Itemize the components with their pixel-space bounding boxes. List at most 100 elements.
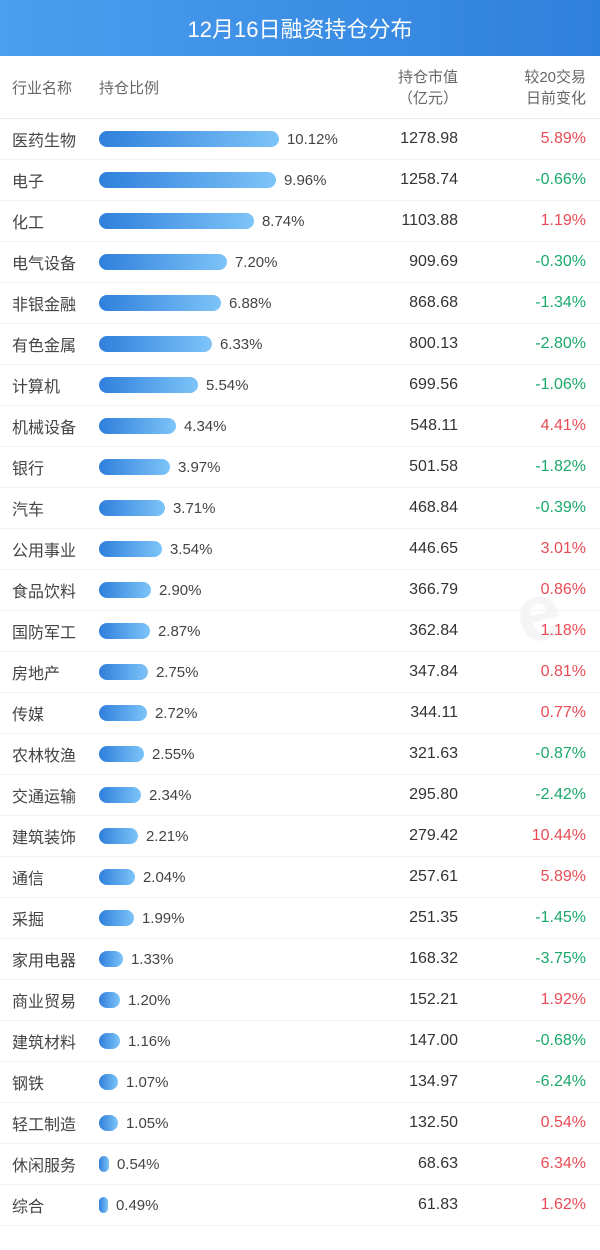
row-change: 4.41%: [476, 406, 600, 447]
row-value: 295.80: [352, 775, 476, 816]
row-value: 132.50: [352, 1103, 476, 1144]
row-ratio: 0.54%: [93, 1144, 352, 1185]
table-row: 建筑装饰2.21%279.4210.44%: [0, 816, 600, 857]
row-change: 6.34%: [476, 1144, 600, 1185]
row-change: 1.18%: [476, 611, 600, 652]
table-row: 电气设备7.20%909.69-0.30%: [0, 242, 600, 283]
ratio-bar: [99, 377, 198, 393]
row-change: -3.75%: [476, 939, 600, 980]
ratio-bar: [99, 1033, 120, 1049]
row-ratio: 2.87%: [93, 611, 352, 652]
row-name: 交通运输: [0, 775, 93, 816]
row-value: 548.11: [352, 406, 476, 447]
row-ratio: 3.97%: [93, 447, 352, 488]
row-ratio: 10.12%: [93, 119, 352, 160]
row-ratio: 5.54%: [93, 365, 352, 406]
table-row: 医药生物10.12%1278.985.89%: [0, 119, 600, 160]
ratio-label: 2.55%: [152, 746, 195, 763]
table-row: 银行3.97%501.58-1.82%: [0, 447, 600, 488]
row-ratio: 4.34%: [93, 406, 352, 447]
ratio-bar: [99, 1115, 118, 1131]
row-value: 61.83: [352, 1185, 476, 1226]
row-name: 国防军工: [0, 611, 93, 652]
table-row: 房地产2.75%347.840.81%: [0, 652, 600, 693]
row-value: 366.79: [352, 570, 476, 611]
ratio-bar: [99, 1197, 108, 1213]
row-ratio: 1.99%: [93, 898, 352, 939]
row-change: 3.01%: [476, 529, 600, 570]
header-ratio: 持仓比例: [93, 56, 352, 119]
row-change: 10.44%: [476, 816, 600, 857]
row-name: 轻工制造: [0, 1103, 93, 1144]
ratio-label: 2.75%: [156, 664, 199, 681]
row-ratio: 2.04%: [93, 857, 352, 898]
ratio-label: 3.71%: [173, 500, 216, 517]
table-row: 汽车3.71%468.84-0.39%: [0, 488, 600, 529]
row-value: 344.11: [352, 693, 476, 734]
row-value: 68.63: [352, 1144, 476, 1185]
row-change: 1.19%: [476, 201, 600, 242]
row-value: 1258.74: [352, 160, 476, 201]
row-ratio: 9.96%: [93, 160, 352, 201]
ratio-bar: [99, 500, 165, 516]
row-value: 909.69: [352, 242, 476, 283]
table-row: 综合0.49%61.831.62%: [0, 1185, 600, 1226]
row-value: 134.97: [352, 1062, 476, 1103]
row-value: 279.42: [352, 816, 476, 857]
row-ratio: 3.54%: [93, 529, 352, 570]
ratio-label: 2.04%: [143, 869, 186, 886]
table-row: 电子9.96%1258.74-0.66%: [0, 160, 600, 201]
row-change: -1.34%: [476, 283, 600, 324]
row-ratio: 7.20%: [93, 242, 352, 283]
row-value: 501.58: [352, 447, 476, 488]
row-name: 食品饮料: [0, 570, 93, 611]
table-row: 通信2.04%257.615.89%: [0, 857, 600, 898]
row-value: 446.65: [352, 529, 476, 570]
ratio-label: 1.07%: [126, 1074, 169, 1091]
row-name: 农林牧渔: [0, 734, 93, 775]
row-value: 147.00: [352, 1021, 476, 1062]
row-change: -0.68%: [476, 1021, 600, 1062]
row-change: 0.81%: [476, 652, 600, 693]
ratio-label: 2.90%: [159, 582, 202, 599]
row-change: -1.06%: [476, 365, 600, 406]
ratio-bar: [99, 705, 147, 721]
row-change: -0.39%: [476, 488, 600, 529]
row-ratio: 1.16%: [93, 1021, 352, 1062]
row-name: 计算机: [0, 365, 93, 406]
row-value: 1103.88: [352, 201, 476, 242]
row-name: 公用事业: [0, 529, 93, 570]
ratio-bar: [99, 992, 120, 1008]
row-change: -0.87%: [476, 734, 600, 775]
row-ratio: 8.74%: [93, 201, 352, 242]
ratio-label: 2.21%: [146, 828, 189, 845]
ratio-bar: [99, 131, 279, 147]
row-ratio: 2.55%: [93, 734, 352, 775]
table-row: 交通运输2.34%295.80-2.42%: [0, 775, 600, 816]
row-ratio: 2.21%: [93, 816, 352, 857]
row-name: 化工: [0, 201, 93, 242]
ratio-bar: [99, 623, 150, 639]
ratio-label: 3.54%: [170, 541, 213, 558]
row-name: 汽车: [0, 488, 93, 529]
row-ratio: 3.71%: [93, 488, 352, 529]
table-row: 化工8.74%1103.881.19%: [0, 201, 600, 242]
ratio-label: 0.49%: [116, 1197, 159, 1214]
row-value: 699.56: [352, 365, 476, 406]
ratio-bar: [99, 869, 135, 885]
ratio-label: 1.20%: [128, 992, 171, 1009]
row-change: -2.42%: [476, 775, 600, 816]
row-change: -1.45%: [476, 898, 600, 939]
row-value: 321.63: [352, 734, 476, 775]
chart-container: 12月16日融资持仓分布 e 行业名称 持仓比例 持仓市值 （亿元） 较20交易…: [0, 0, 600, 1226]
row-name: 有色金属: [0, 324, 93, 365]
row-change: -2.80%: [476, 324, 600, 365]
row-change: 0.54%: [476, 1103, 600, 1144]
row-ratio: 2.34%: [93, 775, 352, 816]
ratio-bar: [99, 418, 176, 434]
row-change: 0.86%: [476, 570, 600, 611]
ratio-label: 4.34%: [184, 418, 227, 435]
table-row: 食品饮料 2.90% 366.790.86%: [0, 570, 600, 611]
row-ratio: 6.88%: [93, 283, 352, 324]
ratio-label: 1.99%: [142, 910, 185, 927]
